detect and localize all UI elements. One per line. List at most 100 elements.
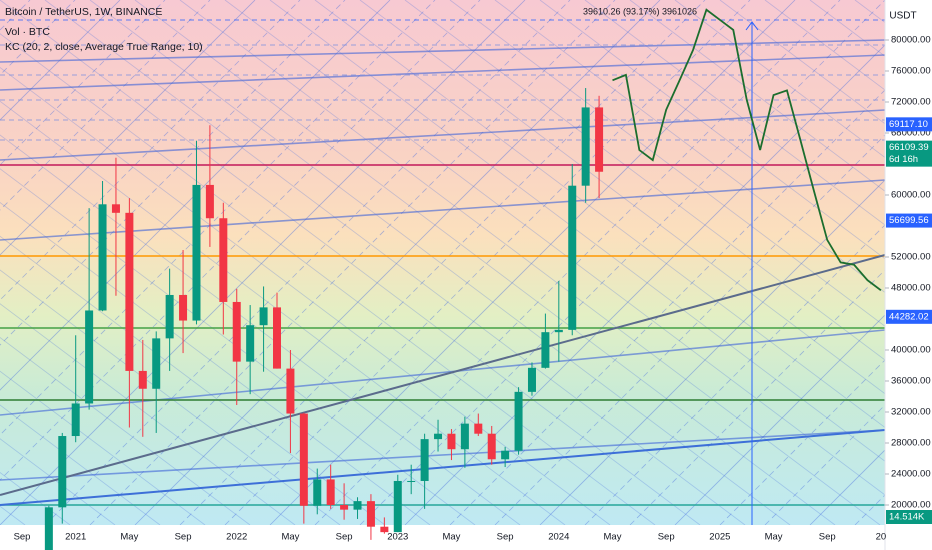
drawing-line [0,109,885,161]
candle-body [192,184,201,321]
drawing-line [449,89,885,525]
indicator-label: Vol · BTC [5,26,50,38]
candle-body [152,338,161,389]
x-tick-label: Sep [658,532,675,543]
candle-body [71,403,80,437]
x-tick-label: May [281,532,299,543]
drawing-line [89,0,616,525]
drawing-line [0,0,481,481]
candle-body [420,439,429,481]
measure-annotation: 39610.26 (93.17%) 3961026 [583,6,697,16]
y-tick-label: 80000.00 [891,35,931,46]
drawing-line [719,0,885,125]
drawing-line [0,201,431,525]
y-tick-label: 68000.00 [891,128,931,139]
y-tick-label: 60000.00 [891,190,931,201]
drawing-line [0,0,526,525]
drawing-line [539,0,885,260]
drawing-line [629,0,885,192]
candle-body [340,505,349,510]
x-tick-label: 2024 [548,532,569,543]
trend-line [0,254,885,496]
drawing-line [0,404,161,525]
x-tick-label: 2021 [65,532,86,543]
x-tick-label: 2025 [709,532,730,543]
candle-body [205,184,214,219]
drawing-line [269,0,796,525]
candle-body [568,185,577,330]
candle-body [541,332,550,368]
y-tick-label: 40000.00 [891,345,931,356]
price-axis [885,0,932,550]
candle-body [125,212,134,371]
candle-body [393,480,402,533]
drawing-line [0,168,476,525]
price-badge-label: 56699.56 [889,215,929,226]
drawing-line [134,0,836,525]
candle-body [434,433,443,440]
drawing-line [764,0,885,91]
drawing-line [0,0,436,436]
drawing-line [674,0,885,158]
drawing-line [0,39,885,63]
drawing-line [0,0,301,301]
drawing-line [0,0,701,525]
chart-title: Bitcoin / TetherUS, 1W, BINANCE [5,6,162,18]
drawing-line [0,0,121,121]
x-tick-label: Sep [14,532,31,543]
price-badge [886,140,932,167]
y-tick-label: 36000.00 [891,376,931,387]
time-axis [0,525,885,550]
candle-body [44,507,53,550]
candle-body [246,325,255,362]
candle-body [474,423,483,434]
candle-body [273,307,281,369]
candle-body [366,501,375,527]
x-tick-label: 2022 [226,532,247,543]
drawing-line [494,134,885,525]
volume-badge-label: 14.514K [889,512,925,523]
drawing-line [269,0,885,462]
drawing-line [314,0,841,525]
drawing-line [584,224,885,525]
drawing-line [179,0,706,525]
drawing-line [89,0,791,525]
x-tick-label: 2023 [387,532,408,543]
y-tick-label: 20000.00 [891,500,931,511]
price-badge [886,309,932,324]
x-tick-label: May [442,532,460,543]
drawing-line [0,429,885,481]
x-tick-label: Sep [497,532,514,543]
drawing-line [0,269,341,525]
candle-body [259,307,268,326]
candle-body [581,107,590,186]
candle-body [232,301,241,362]
projection-line [612,8,882,292]
candle-body [286,368,295,414]
x-tick-label: Sep [819,532,836,543]
candle-body [527,367,536,392]
candle-body [299,413,308,506]
candle-body [111,204,120,213]
candle-body [219,218,228,302]
y-tick-label: 76000.00 [891,66,931,77]
background-zones [0,0,885,525]
price-badge [886,117,932,132]
x-tick-label: 20 [876,532,887,543]
price-badge-label: 69117.10 [889,119,928,130]
candle-body [501,450,510,460]
candle-body [447,433,456,450]
drawing-line [224,0,751,525]
x-tick-label: May [120,532,138,543]
price-badge-label: 44282.02 [889,311,929,322]
drawing-line [0,179,885,241]
candle-body [179,294,188,321]
drawing-line [44,0,571,525]
y-tick-label: 48000.00 [891,283,931,294]
price-badge-label: 66109.39 [889,142,929,153]
drawing-line [0,336,251,525]
candle-body [595,107,604,172]
candle-body [554,329,563,333]
indicator-label: KC (20, 2, close, Average True Range, 10… [5,41,203,53]
